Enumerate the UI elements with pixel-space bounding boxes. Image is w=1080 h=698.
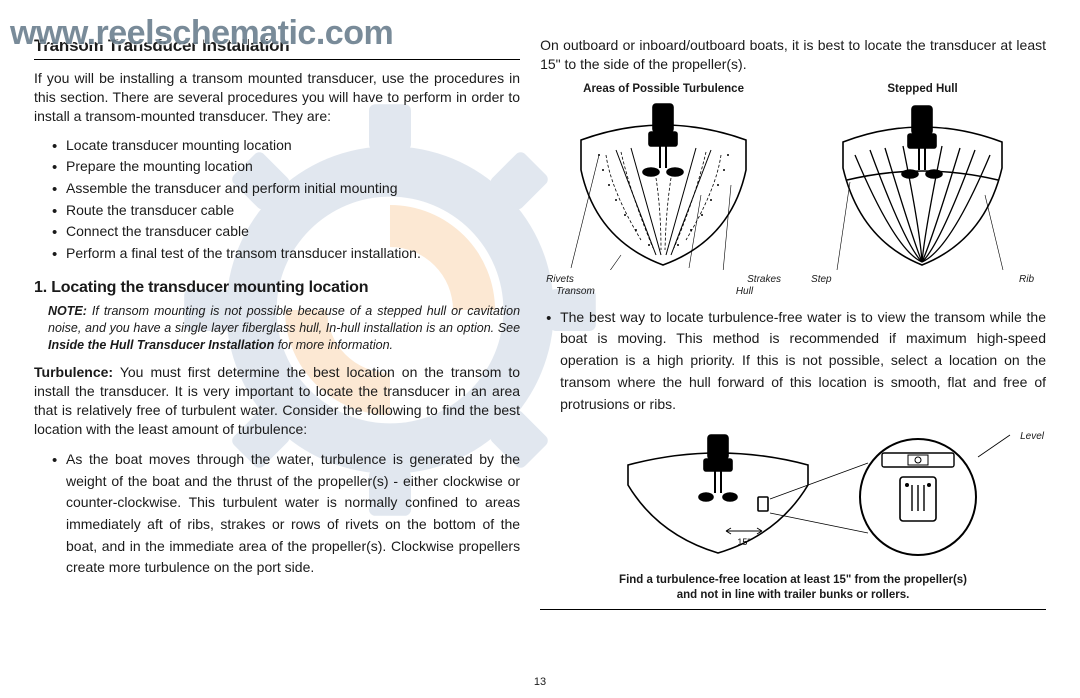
note-ref: Inside the Hull Transducer Installation (48, 338, 274, 352)
left-column: Transom Transducer Installation If you w… (34, 36, 520, 610)
list-item: Assemble the transducer and perform init… (52, 178, 520, 200)
page-number: 13 (0, 676, 1080, 688)
watermark-url: www.reelschematic.com (10, 14, 393, 53)
note-tail: for more information. (278, 338, 393, 352)
figure-title: Areas of Possible Turbulence (540, 83, 787, 95)
bottom-figure: Level 15" (540, 427, 1046, 610)
figure-turbulence: Areas of Possible Turbulence (540, 83, 787, 297)
list-item: As the boat moves through the water, tur… (52, 449, 520, 579)
label-rib: Rib (1019, 274, 1034, 285)
caption-line-2: and not in line with trailer bunks or ro… (677, 589, 910, 601)
figure-labels-2: Transom Hull (540, 286, 787, 297)
right-column: On outboard or inboard/outboard boats, i… (540, 36, 1046, 610)
note-body: If transom mounting is not possible beca… (48, 304, 520, 335)
caption-line-1: Find a turbulence-free location at least… (619, 574, 967, 586)
svg-text:15": 15" (737, 537, 750, 547)
turbulence-bullets: As the boat moves through the water, tur… (52, 449, 520, 579)
best-way-bullet: The best way to locate turbulence-free w… (546, 307, 1046, 415)
transducer-placement-icon: 15" (558, 427, 1028, 567)
bottom-caption: Find a turbulence-free location at least… (540, 573, 1046, 610)
label-rivets: Rivets (546, 274, 574, 285)
figures-row: Areas of Possible Turbulence (540, 83, 1046, 297)
list-item: Route the transducer cable (52, 200, 520, 222)
list-item: Perform a final test of the transom tran… (52, 243, 520, 265)
turbulence-label: Turbulence: (34, 364, 113, 380)
figure-labels: Step Rib (799, 274, 1046, 285)
note-label: NOTE: (48, 304, 87, 318)
right-top-paragraph: On outboard or inboard/outboard boats, i… (540, 36, 1046, 74)
label-transom: Transom (556, 286, 595, 297)
list-item: Connect the transducer cable (52, 221, 520, 243)
figure-labels: Rivets Strakes (540, 274, 787, 285)
stepped-hull-icon (825, 100, 1020, 270)
subheading: 1. Locating the transducer mounting loca… (34, 279, 520, 297)
hull-turbulence-icon (561, 100, 766, 270)
figure-title: Stepped Hull (799, 83, 1046, 95)
list-item: Prepare the mounting location (52, 156, 520, 178)
label-strakes: Strakes (747, 274, 781, 285)
figure-stepped-hull: Stepped Hull (799, 83, 1046, 297)
list-item: Locate transducer mounting location (52, 135, 520, 157)
list-item: The best way to locate turbulence-free w… (546, 307, 1046, 415)
label-level: Level (1020, 431, 1044, 442)
note-block: NOTE: If transom mounting is not possibl… (48, 303, 520, 354)
label-hull: Hull (736, 286, 753, 297)
label-step: Step (811, 274, 832, 285)
steps-list: Locate transducer mounting location Prep… (52, 135, 520, 265)
turbulence-paragraph: Turbulence: You must first determine the… (34, 363, 520, 439)
intro-paragraph: If you will be installing a transom moun… (34, 69, 520, 126)
